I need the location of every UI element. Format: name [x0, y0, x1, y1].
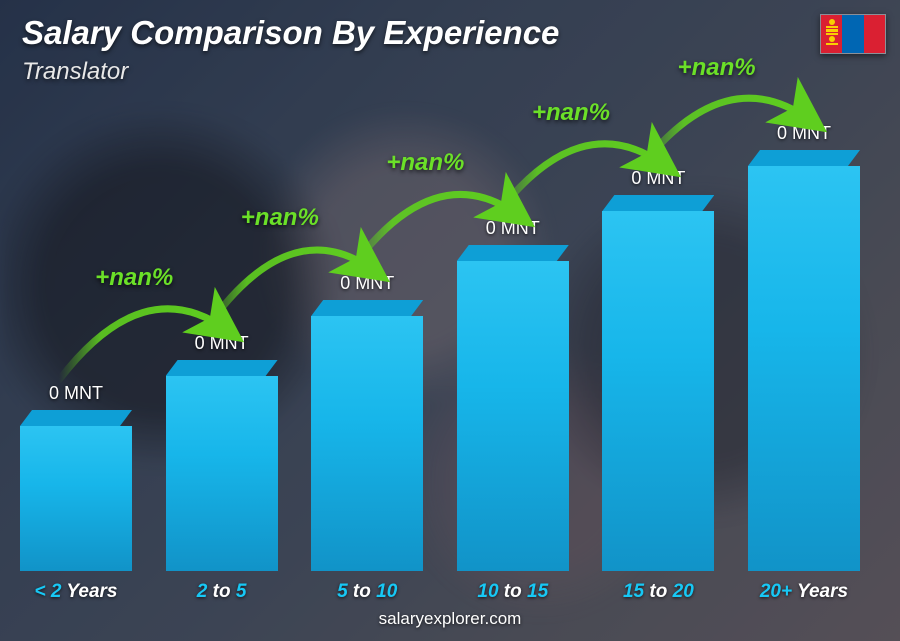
- bar-chart: 0 MNT< 2 Years 0 MNT2 to 5 0 MNT5 to 10 0 M…: [20, 120, 860, 571]
- bar-value-label: 0 MNT: [152, 333, 292, 354]
- footer-attribution: salaryexplorer.com: [0, 609, 900, 629]
- bar-value-label: 0 MNT: [6, 383, 146, 404]
- bar-3: 0 MNT10 to 15: [457, 261, 569, 571]
- bar-0: 0 MNT< 2 Years: [20, 426, 132, 571]
- bar-4: 0 MNT15 to 20: [602, 211, 714, 571]
- bar-1: 0 MNT2 to 5: [166, 376, 278, 571]
- flag-stripe-left: [821, 15, 842, 53]
- bar-category-label: 15 to 20: [578, 581, 738, 603]
- mongolia-flag-icon: [820, 14, 886, 54]
- soyombo-emblem-icon: [826, 19, 838, 51]
- bar-value-label: 0 MNT: [588, 168, 728, 189]
- bars-container: 0 MNT< 2 Years 0 MNT2 to 5 0 MNT5 to 10 0 M…: [20, 120, 860, 571]
- bar-value-label: 0 MNT: [297, 273, 437, 294]
- bar-category-label: 5 to 10: [287, 581, 447, 603]
- flag-stripe-right: [864, 15, 885, 53]
- chart-title: Salary Comparison By Experience: [22, 14, 559, 52]
- flag-stripe-mid: [842, 15, 863, 53]
- bar-category-label: < 2 Years: [0, 581, 156, 603]
- infographic-stage: Salary Comparison By Experience Translat…: [0, 0, 900, 641]
- bar-5: 0 MNT20+ Years: [748, 166, 860, 571]
- growth-arc-label: +nan%: [678, 54, 756, 82]
- bar-value-label: 0 MNT: [734, 123, 874, 144]
- bar-value-label: 0 MNT: [443, 218, 583, 239]
- bar-category-label: 2 to 5: [142, 581, 302, 603]
- chart-subtitle: Translator: [22, 58, 128, 86]
- bar-2: 0 MNT5 to 10: [311, 316, 423, 571]
- bar-category-label: 10 to 15: [433, 581, 593, 603]
- bar-category-label: 20+ Years: [724, 581, 884, 603]
